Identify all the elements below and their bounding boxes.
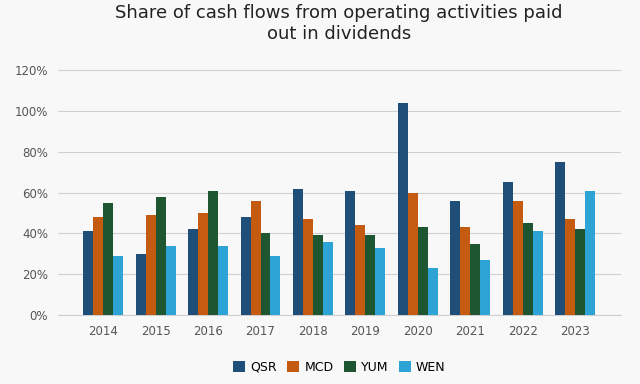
Bar: [323, 242, 333, 315]
Bar: [523, 223, 532, 315]
Bar: [156, 197, 166, 315]
Bar: [113, 256, 123, 315]
Bar: [503, 182, 513, 315]
Bar: [480, 260, 490, 315]
Title: Share of cash flows from operating activities paid
out in dividends: Share of cash flows from operating activ…: [115, 4, 563, 43]
Bar: [346, 190, 355, 315]
Legend: QSR, MCD, YUM, WEN: QSR, MCD, YUM, WEN: [228, 356, 451, 379]
Bar: [166, 246, 175, 315]
Bar: [250, 201, 260, 315]
Bar: [418, 227, 428, 315]
Bar: [451, 201, 460, 315]
Bar: [271, 256, 280, 315]
Bar: [136, 254, 146, 315]
Bar: [585, 190, 595, 315]
Bar: [565, 219, 575, 315]
Bar: [365, 235, 376, 315]
Bar: [428, 268, 438, 315]
Bar: [188, 229, 198, 315]
Bar: [460, 227, 470, 315]
Bar: [575, 229, 585, 315]
Bar: [241, 217, 250, 315]
Bar: [513, 201, 523, 315]
Bar: [103, 203, 113, 315]
Bar: [208, 190, 218, 315]
Bar: [313, 235, 323, 315]
Bar: [198, 213, 208, 315]
Bar: [532, 231, 543, 315]
Bar: [355, 225, 365, 315]
Bar: [303, 219, 313, 315]
Bar: [470, 243, 480, 315]
Bar: [556, 162, 565, 315]
Bar: [398, 103, 408, 315]
Bar: [376, 248, 385, 315]
Bar: [260, 233, 271, 315]
Bar: [146, 215, 156, 315]
Bar: [218, 246, 228, 315]
Bar: [293, 189, 303, 315]
Bar: [93, 217, 103, 315]
Bar: [408, 193, 418, 315]
Bar: [83, 231, 93, 315]
